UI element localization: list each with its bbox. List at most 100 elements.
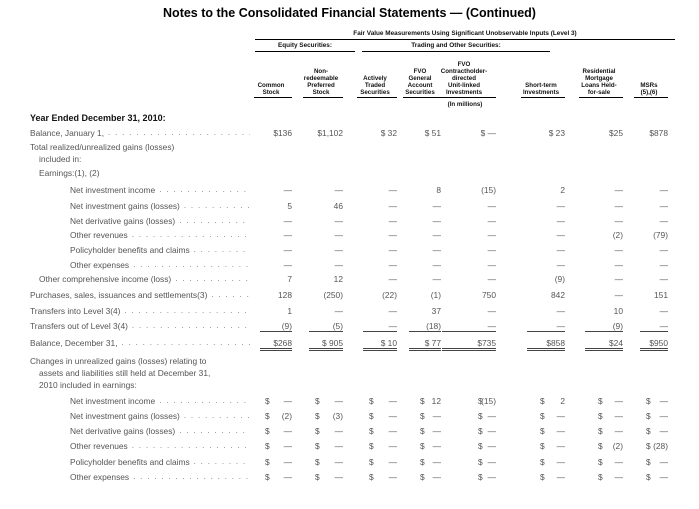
page-title: Notes to the Consolidated Financial Stat… [163, 6, 536, 20]
dollar-sign: $ [598, 396, 603, 406]
equity-group-rule [255, 51, 355, 52]
table-cell: $ 10 [363, 338, 397, 351]
row-label: Other expenses [70, 260, 130, 270]
column-header-line: directed [451, 75, 477, 82]
units-label: (In millions) [447, 101, 483, 108]
row-label: Other revenues [70, 230, 128, 240]
table-cell: — [487, 457, 496, 467]
table-cell: — [659, 260, 668, 270]
dollar-sign: $ [265, 472, 270, 482]
column-header-line: Mortgage [585, 75, 613, 82]
table-cell: — [334, 260, 343, 270]
dollar-sign: $ [369, 441, 374, 451]
dollar-sign: $ [598, 472, 603, 482]
leader-dots: . . . . . . . . . . . . . . . . . . . . … [211, 290, 250, 299]
dollar-sign: $ [540, 426, 545, 436]
dollar-sign: $ [540, 441, 545, 451]
column-header-line: Traded [364, 82, 386, 89]
table-cell: $25 [609, 128, 623, 138]
table-cell: — [614, 260, 623, 270]
table-cell: — [388, 230, 397, 240]
table-cell: — [442, 321, 496, 332]
dollar-sign: $ [646, 472, 651, 482]
table-cell: $ 77 [409, 338, 441, 351]
dollar-sign: $ [420, 396, 425, 406]
table-cell: — [388, 411, 397, 421]
dollar-sign: $ [315, 396, 320, 406]
column-header-line: FVO [457, 61, 471, 68]
table-cell: 5 [287, 201, 292, 211]
table-cell: — [432, 411, 441, 421]
column-header-rule [254, 97, 292, 98]
leader-dots: . . . . . . . . . . . . . . . . . . . . … [193, 245, 250, 254]
table-cell: — [659, 411, 668, 421]
table-cell: (2) [612, 230, 623, 240]
row-label: Net derivative gains (losses) [70, 216, 176, 226]
column-header-line: MSRs [640, 82, 658, 89]
table-cell: — [487, 201, 496, 211]
column-header-line: Stock [312, 89, 330, 96]
leader-dots: . . . . . . . . . . . . . . . . . . . . … [131, 441, 250, 450]
table-cell: (15) [481, 396, 496, 406]
table-cell: — [527, 321, 565, 332]
dollar-sign: $ [369, 396, 374, 406]
column-header-line: Common [257, 82, 285, 89]
leader-dots: . . . . . . . . . . . . . . . . . . . . … [183, 411, 250, 420]
table-cell: (15) [481, 185, 496, 195]
table-cell: — [283, 260, 292, 270]
row-label: Other expenses [70, 472, 130, 482]
dollar-sign: $ [540, 411, 545, 421]
table-cell: — [556, 260, 565, 270]
table-cell: — [363, 321, 397, 332]
column-header: Short-term Investments [513, 82, 569, 96]
table-cell: — [334, 426, 343, 436]
table-cell: 151 [654, 290, 668, 300]
table-cell: — [283, 185, 292, 195]
table-cell: (22) [382, 290, 397, 300]
table-cell: — [487, 216, 496, 226]
table-cell: — [614, 185, 623, 195]
table-cell: (2) [612, 441, 623, 451]
table-cell: — [283, 472, 292, 482]
table-cell: 46 [333, 201, 343, 211]
table-cell: 2 [560, 185, 565, 195]
dollar-sign: $ [478, 396, 483, 406]
table-cell: 12 [333, 274, 343, 284]
table-cell: — [432, 426, 441, 436]
table-cell: — [614, 472, 623, 482]
table-cell: — [388, 426, 397, 436]
table-cell: (5) [309, 321, 343, 332]
table-cell: (9) [554, 274, 565, 284]
table-cell: — [388, 396, 397, 406]
table-cell: — [556, 426, 565, 436]
column-header-line: Preferred [307, 82, 335, 89]
dollar-sign: $ [478, 426, 483, 436]
row-label: Changes in unrealized gains (losses) rel… [30, 356, 207, 366]
column-header-line: redeemable [303, 75, 339, 82]
row-label: Balance, January 1, [30, 128, 105, 138]
table-cell: (2) [281, 411, 292, 421]
table-cell: — [388, 472, 397, 482]
row-label: Year Ended December 31, 2010: [30, 113, 166, 123]
table-cell: — [388, 457, 397, 467]
dollar-sign: $ [315, 472, 320, 482]
leader-dots: . . . . . . . . . . . . . . . . . . . . … [193, 457, 250, 466]
row-label: Total realized/unrealized gains (losses) [30, 142, 175, 152]
column-header-line: Actively [363, 75, 387, 82]
dollar-sign: $ [315, 411, 320, 421]
table-cell: — [334, 472, 343, 482]
table-cell: — [283, 441, 292, 451]
row-label: 2010 included in earnings: [39, 380, 137, 390]
table-cell: — [432, 260, 441, 270]
table-cell: — [487, 230, 496, 240]
leader-dots: . . . . . . . . . . . . . . . . . . . . … [183, 201, 250, 210]
dollar-sign: $ [369, 457, 374, 467]
column-header-line: FVO [413, 68, 427, 75]
dollar-sign: $ [265, 411, 270, 421]
table-cell: — [614, 411, 623, 421]
table-cell: — [388, 245, 397, 255]
row-label: Net investment gains (losses) [70, 201, 180, 211]
trading-group-rule [362, 51, 550, 52]
leader-dots: . . . . . . . . . . . . . . . . . . . . … [159, 396, 250, 405]
dollar-sign: $ [420, 441, 425, 451]
